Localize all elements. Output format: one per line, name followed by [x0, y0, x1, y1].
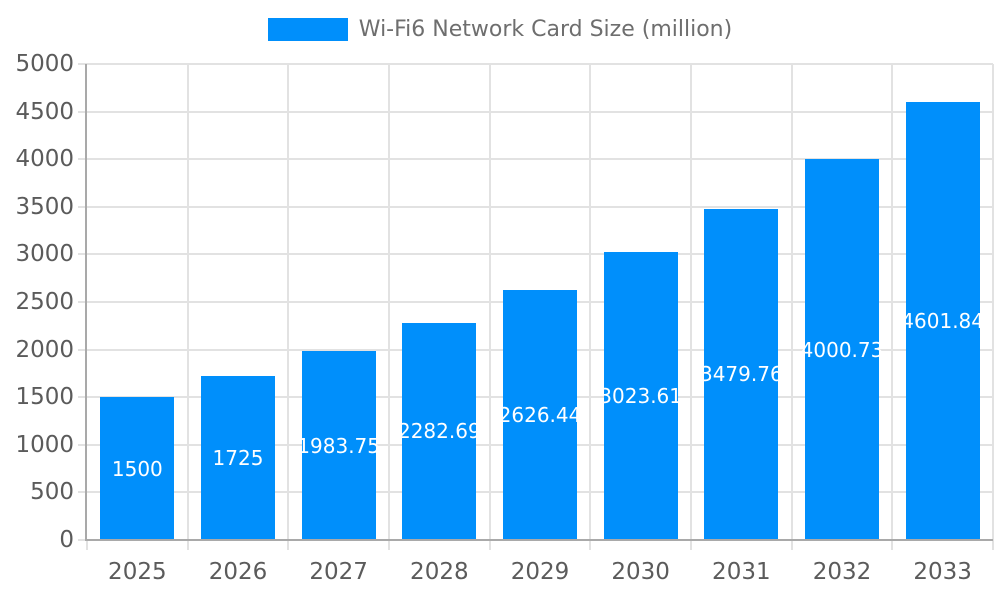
x-axis-tick-label: 2033: [913, 559, 972, 585]
gridline-vertical: [388, 64, 390, 540]
bar-value-label: 1983.75: [297, 433, 381, 458]
x-axis-tick-mark: [790, 540, 793, 550]
gridline-vertical: [186, 64, 189, 540]
y-axis-tick-label: 3500: [15, 193, 74, 220]
gridline-horizontal: [87, 205, 993, 208]
y-axis-tick-mark: [78, 253, 87, 256]
bar-value-label: 4000.73: [800, 337, 884, 362]
bar-2031: [704, 208, 779, 540]
gridline-horizontal: [87, 63, 993, 65]
x-axis-tick-mark: [186, 540, 189, 550]
gridline-horizontal: [87, 110, 993, 113]
x-axis-tick-label: 2032: [812, 559, 872, 585]
bar-value-label: 3479.76: [699, 362, 783, 387]
gridline-vertical: [690, 64, 692, 540]
y-axis-tick-label: 2000: [15, 336, 74, 363]
x-axis-tick-label: 2026: [208, 559, 268, 585]
x-axis-tick-label: 2028: [410, 559, 469, 585]
y-axis-line: [85, 64, 87, 541]
legend-color-swatch-icon: [267, 18, 348, 41]
x-axis-tick-label: 2031: [712, 559, 771, 585]
y-axis-tick-label: 5000: [15, 51, 74, 77]
y-axis-tick-label: 2500: [15, 289, 74, 315]
y-axis-tick-label: 1000: [15, 431, 74, 458]
bar-2027: [301, 351, 376, 540]
gridline-vertical: [790, 64, 793, 540]
x-axis-tick-mark: [287, 540, 290, 550]
x-axis-tick-mark: [388, 540, 390, 550]
y-axis-tick-mark: [78, 443, 87, 446]
bar-2033: [905, 101, 980, 540]
legend-label: Wi-Fi6 Network Card Size (million): [358, 17, 733, 42]
bar-2028: [402, 322, 477, 540]
x-axis-tick-mark: [992, 540, 994, 550]
gridline-horizontal: [87, 253, 993, 256]
y-axis-tick-mark: [78, 491, 87, 494]
x-axis-tick-label: 2030: [611, 559, 670, 585]
x-axis-tick-mark: [891, 540, 894, 550]
y-axis-tick-mark: [78, 348, 87, 351]
y-axis-tick-label: 500: [30, 479, 74, 506]
gridline-vertical: [488, 64, 491, 540]
x-axis-tick-mark: [86, 540, 88, 550]
bar-2030: [603, 252, 678, 540]
x-axis-tick-mark: [690, 540, 692, 550]
gridline-vertical: [287, 64, 290, 540]
y-axis-tick-label: 3000: [15, 241, 74, 268]
bar-2029: [503, 289, 577, 540]
y-axis-tick-mark: [78, 205, 87, 208]
y-axis-tick-label: 0: [59, 527, 74, 553]
y-axis-tick-mark: [78, 396, 87, 399]
bar-2032: [805, 159, 879, 540]
y-axis-tick-mark: [78, 301, 87, 303]
x-axis-line: [85, 539, 993, 541]
y-axis-tick-mark: [78, 63, 87, 65]
bar-value-label: 3023.61: [599, 384, 683, 409]
gridline-horizontal: [87, 158, 993, 161]
y-axis-tick-mark: [78, 539, 87, 541]
x-axis-tick-label: 2027: [309, 559, 368, 585]
y-axis-tick-mark: [78, 158, 87, 161]
bar-value-label: 1725: [212, 445, 264, 470]
bar-value-label: 2282.69: [397, 419, 481, 444]
y-axis-tick-label: 4000: [15, 146, 74, 173]
chart-legend: Wi-Fi6 Network Card Size (million): [0, 17, 1000, 42]
bar-value-label: 2626.44: [498, 402, 582, 427]
bar-value-label: 4601.84: [901, 308, 985, 333]
gridline-vertical: [891, 64, 894, 540]
y-axis-tick-mark: [78, 110, 87, 113]
bar-2026: [201, 375, 275, 540]
x-axis-tick-label: 2025: [108, 559, 167, 585]
x-axis-tick-mark: [488, 540, 491, 550]
y-axis-tick-label: 4500: [15, 98, 74, 125]
x-axis-tick-label: 2029: [510, 559, 570, 585]
bar-value-label: 1500: [111, 456, 163, 481]
y-axis-tick-label: 1500: [15, 384, 74, 411]
gridline-vertical: [992, 64, 994, 540]
gridline-vertical: [589, 64, 592, 540]
bar-2025: [100, 397, 175, 540]
x-axis-tick-mark: [589, 540, 592, 550]
